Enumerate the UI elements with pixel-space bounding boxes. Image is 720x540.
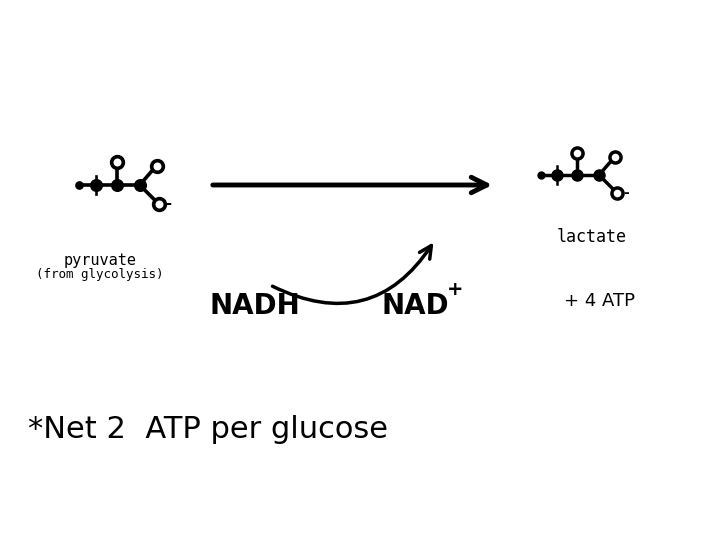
Text: NADH: NADH [210,292,300,320]
Text: +: + [447,280,464,299]
Text: (from glycolysis): (from glycolysis) [36,268,163,281]
Text: -: - [165,197,171,211]
Text: + 4 ATP: + 4 ATP [564,292,636,310]
Text: NAD: NAD [381,292,449,320]
Text: lactate: lactate [557,228,627,246]
Text: *Net 2  ATP per glucose: *Net 2 ATP per glucose [28,415,388,444]
Text: pyruvate: pyruvate [63,253,137,268]
Text: -: - [623,186,629,200]
